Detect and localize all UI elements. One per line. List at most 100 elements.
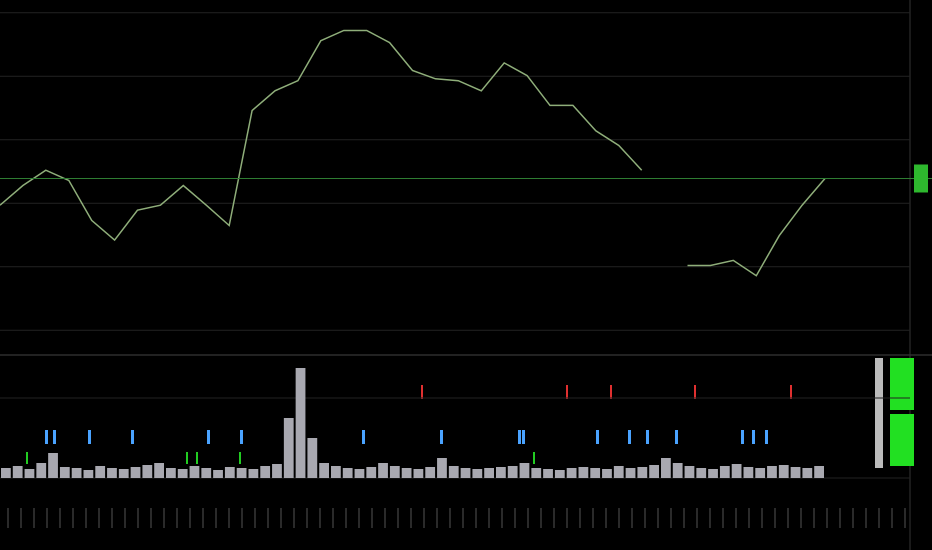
signal-marker — [741, 430, 744, 444]
volume-bar — [625, 468, 636, 478]
signal-marker — [207, 430, 210, 444]
volume-bar — [413, 469, 424, 478]
volume-bar — [236, 468, 247, 478]
current-price-tag — [914, 164, 928, 193]
volume-bar — [661, 458, 671, 478]
volume-bar — [201, 468, 212, 478]
side-panel — [875, 358, 883, 468]
signal-marker — [518, 430, 521, 444]
status-box — [890, 358, 914, 410]
volume-bar — [107, 468, 117, 478]
volume-bar — [272, 464, 282, 478]
volume-bar — [213, 470, 223, 478]
volume-bar — [437, 458, 447, 478]
signal-marker — [765, 430, 768, 444]
volume-bar — [12, 466, 23, 478]
signal-marker — [522, 430, 525, 444]
signal-marker — [533, 452, 535, 464]
volume-bar — [778, 465, 789, 478]
volume-bar — [342, 468, 353, 478]
volume-bar — [755, 468, 766, 478]
volume-bar — [743, 467, 754, 478]
signal-marker — [694, 385, 696, 399]
signal-marker — [440, 430, 443, 444]
signal-marker — [675, 430, 678, 444]
volume-bar — [389, 466, 400, 478]
volume-bar — [177, 469, 188, 478]
price-line — [0, 29, 826, 277]
volume-bar — [189, 466, 200, 478]
volume-bar — [507, 466, 518, 478]
signal-marker — [752, 430, 755, 444]
signal-marker — [566, 385, 568, 399]
volume-bar — [354, 469, 365, 478]
signal-marker — [421, 385, 423, 399]
volume-bar — [696, 468, 707, 478]
volume-bar — [36, 463, 47, 478]
signal-marker — [53, 430, 56, 444]
volume-bar — [613, 466, 624, 478]
volume-bar — [319, 463, 329, 478]
signal-marker — [790, 385, 792, 399]
volume-bar — [802, 468, 813, 478]
volume-bar — [24, 469, 35, 478]
volume-bar — [307, 438, 318, 478]
volume-bar — [95, 466, 106, 478]
volume-bar — [672, 463, 683, 478]
volume-bar — [484, 468, 494, 478]
volume-bar — [142, 465, 153, 478]
signal-marker — [239, 452, 241, 464]
volume-bar — [719, 466, 730, 478]
volume-bar — [578, 467, 589, 478]
volume-bar — [448, 466, 459, 478]
signal-marker — [596, 430, 599, 444]
signal-marker — [45, 430, 48, 444]
signal-marker — [131, 430, 134, 444]
volume-bar — [260, 466, 271, 478]
volume-bar — [118, 469, 129, 478]
volume-bar — [496, 467, 506, 478]
signal-marker — [628, 430, 631, 444]
volume-bar — [71, 468, 82, 478]
volume-bar — [767, 466, 777, 478]
volume-bar — [366, 467, 377, 478]
volume-bar — [731, 464, 742, 478]
volume-bar — [130, 467, 141, 478]
volume-bar — [790, 467, 801, 478]
signal-marker — [196, 452, 198, 464]
volume-bar — [166, 468, 176, 478]
signal-marker — [186, 452, 188, 464]
volume-bar — [708, 469, 718, 478]
volume-bar — [283, 418, 294, 478]
status-box — [890, 414, 914, 466]
volume-bar — [59, 467, 70, 478]
volume-bar — [649, 465, 659, 478]
volume-bar — [378, 463, 388, 478]
volume-bar — [295, 368, 306, 478]
volume-bar — [425, 467, 436, 478]
volume-bar — [460, 468, 471, 478]
signal-marker — [610, 385, 612, 399]
volume-bar — [331, 466, 341, 478]
volume-bar — [154, 463, 164, 478]
volume-bar — [531, 468, 542, 478]
volume-bar — [48, 453, 58, 478]
signal-markers — [7, 385, 906, 528]
volume-bar — [224, 467, 235, 478]
signal-marker — [26, 452, 28, 464]
signal-marker — [362, 430, 365, 444]
volume-bar — [401, 468, 412, 478]
volume-bar — [1, 468, 11, 478]
volume-bar — [602, 469, 612, 478]
volume-bar — [543, 469, 553, 478]
volume-bar — [472, 469, 483, 478]
signal-marker — [240, 430, 243, 444]
volume-bar — [814, 466, 824, 478]
signal-marker — [88, 430, 91, 444]
volume-bar — [83, 470, 94, 478]
signal-marker — [646, 430, 649, 444]
volume-bar — [519, 463, 530, 478]
volume-bar — [554, 470, 565, 478]
volume-bar — [637, 467, 648, 478]
